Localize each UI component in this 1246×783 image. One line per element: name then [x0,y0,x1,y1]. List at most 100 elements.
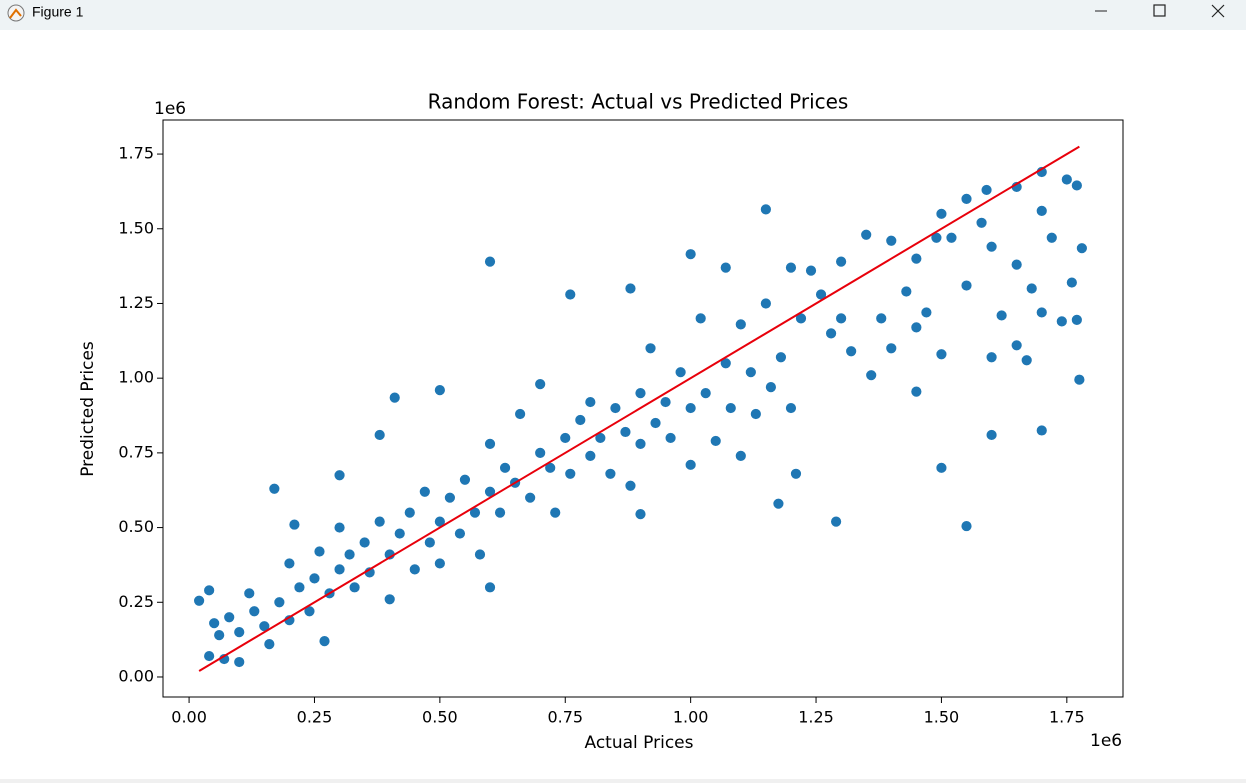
reference-line [198,145,1080,672]
scatter-point [388,391,401,404]
y-tick-label: 0.50 [118,517,154,536]
scatter-point [1055,315,1068,328]
close-button[interactable] [1211,4,1225,18]
scatter-point [423,536,436,549]
scatter-point [759,203,772,216]
scatter-point [910,252,923,265]
y-axis-label: Predicted Prices [78,341,98,477]
scatter-point [499,461,511,474]
scatter-point [1060,173,1073,186]
x-tick-label: 1.25 [798,708,834,727]
scatter-point [649,417,662,429]
scatter-point [805,264,817,277]
scatter-point [865,369,878,382]
scatter-point [885,234,898,247]
scatter-point [403,506,416,519]
y-tick-label: 0.75 [118,442,154,461]
scatter-point [845,345,858,358]
scatter-point [885,342,898,355]
scatter-point [373,429,386,441]
title-bar [0,0,1246,30]
scatter-point [534,446,547,459]
scatter-point [772,497,785,510]
scatter-point [549,506,562,519]
scatter-point [674,366,687,379]
scatter-point [1035,204,1048,217]
scatter-point [584,449,597,462]
scatter-point [273,596,286,609]
scatter-point [1075,242,1088,255]
scatter-point [935,348,948,361]
scatter-point [975,216,988,229]
scatter-point [564,288,577,301]
scatter-point [1073,373,1086,386]
scatter-point [203,650,216,662]
scatter-point [875,312,888,325]
scatter-point [624,479,637,492]
scatter-point [559,432,572,444]
y-tick-label: 0.25 [118,592,154,611]
scatter-point [825,327,837,340]
scatter-point [1025,282,1038,295]
scatter-point [288,518,301,531]
scatter-point [293,581,306,594]
scatter-point [624,282,637,295]
scatter-point [484,581,496,594]
x-tick-label: 1.00 [673,708,709,727]
scatter-point [584,396,597,408]
scatter-point [644,342,657,355]
scatter-point [263,638,276,651]
scatter-point [619,426,632,438]
scatter-point [860,228,873,241]
scatter-point [995,309,1008,322]
scatter-point [433,384,446,397]
scatter-point [514,408,527,420]
scatter-point [719,261,732,274]
scatter-point [233,656,246,668]
scatter-point [313,545,326,558]
scatter-point [835,312,848,325]
scatter-point [604,467,617,480]
x-tick-label: 0.00 [171,708,207,727]
scatter-point [494,506,506,519]
y-tick-label: 1.75 [118,144,154,163]
bottom-bar [0,779,1246,783]
scatter-point [684,248,697,261]
scatter-point [985,240,998,253]
x-tick-label: 1.50 [924,708,960,727]
x-offset-label: 1e6 [1090,731,1122,751]
scatter-point [1010,339,1023,352]
scatter-point [283,557,296,570]
scatter-point [920,306,933,319]
scatter-point [1070,179,1083,192]
scatter-point [1065,276,1078,289]
app-icon-mark [9,8,22,19]
scatter-point [484,438,496,450]
scatter-point [1035,424,1048,437]
scatter-point [785,402,797,414]
plot-frame [162,119,1124,698]
scatter-point [724,402,737,414]
scatter-point [193,594,206,607]
scatter-point [1035,306,1048,319]
scatter-point [790,467,802,480]
scatter-point [243,587,256,600]
scatter-point [684,402,697,414]
scatter-point [223,611,236,624]
scatter-point [985,351,998,364]
maximize-button[interactable] [1153,4,1166,17]
scatter-point [454,527,466,540]
scatter-point [574,414,587,426]
y-tick-label: 1.00 [118,368,154,387]
x-tick-label: 0.25 [297,708,333,727]
scatter-point [900,285,913,298]
scatter-point [1010,258,1023,271]
x-tick-label: 0.75 [547,708,583,727]
scatter-point [333,563,346,576]
scatter-point [935,461,948,474]
scatter-point [443,491,456,504]
scatter-point [910,385,923,398]
scatter-point [203,584,216,597]
window-title: Figure 1 [32,4,84,20]
